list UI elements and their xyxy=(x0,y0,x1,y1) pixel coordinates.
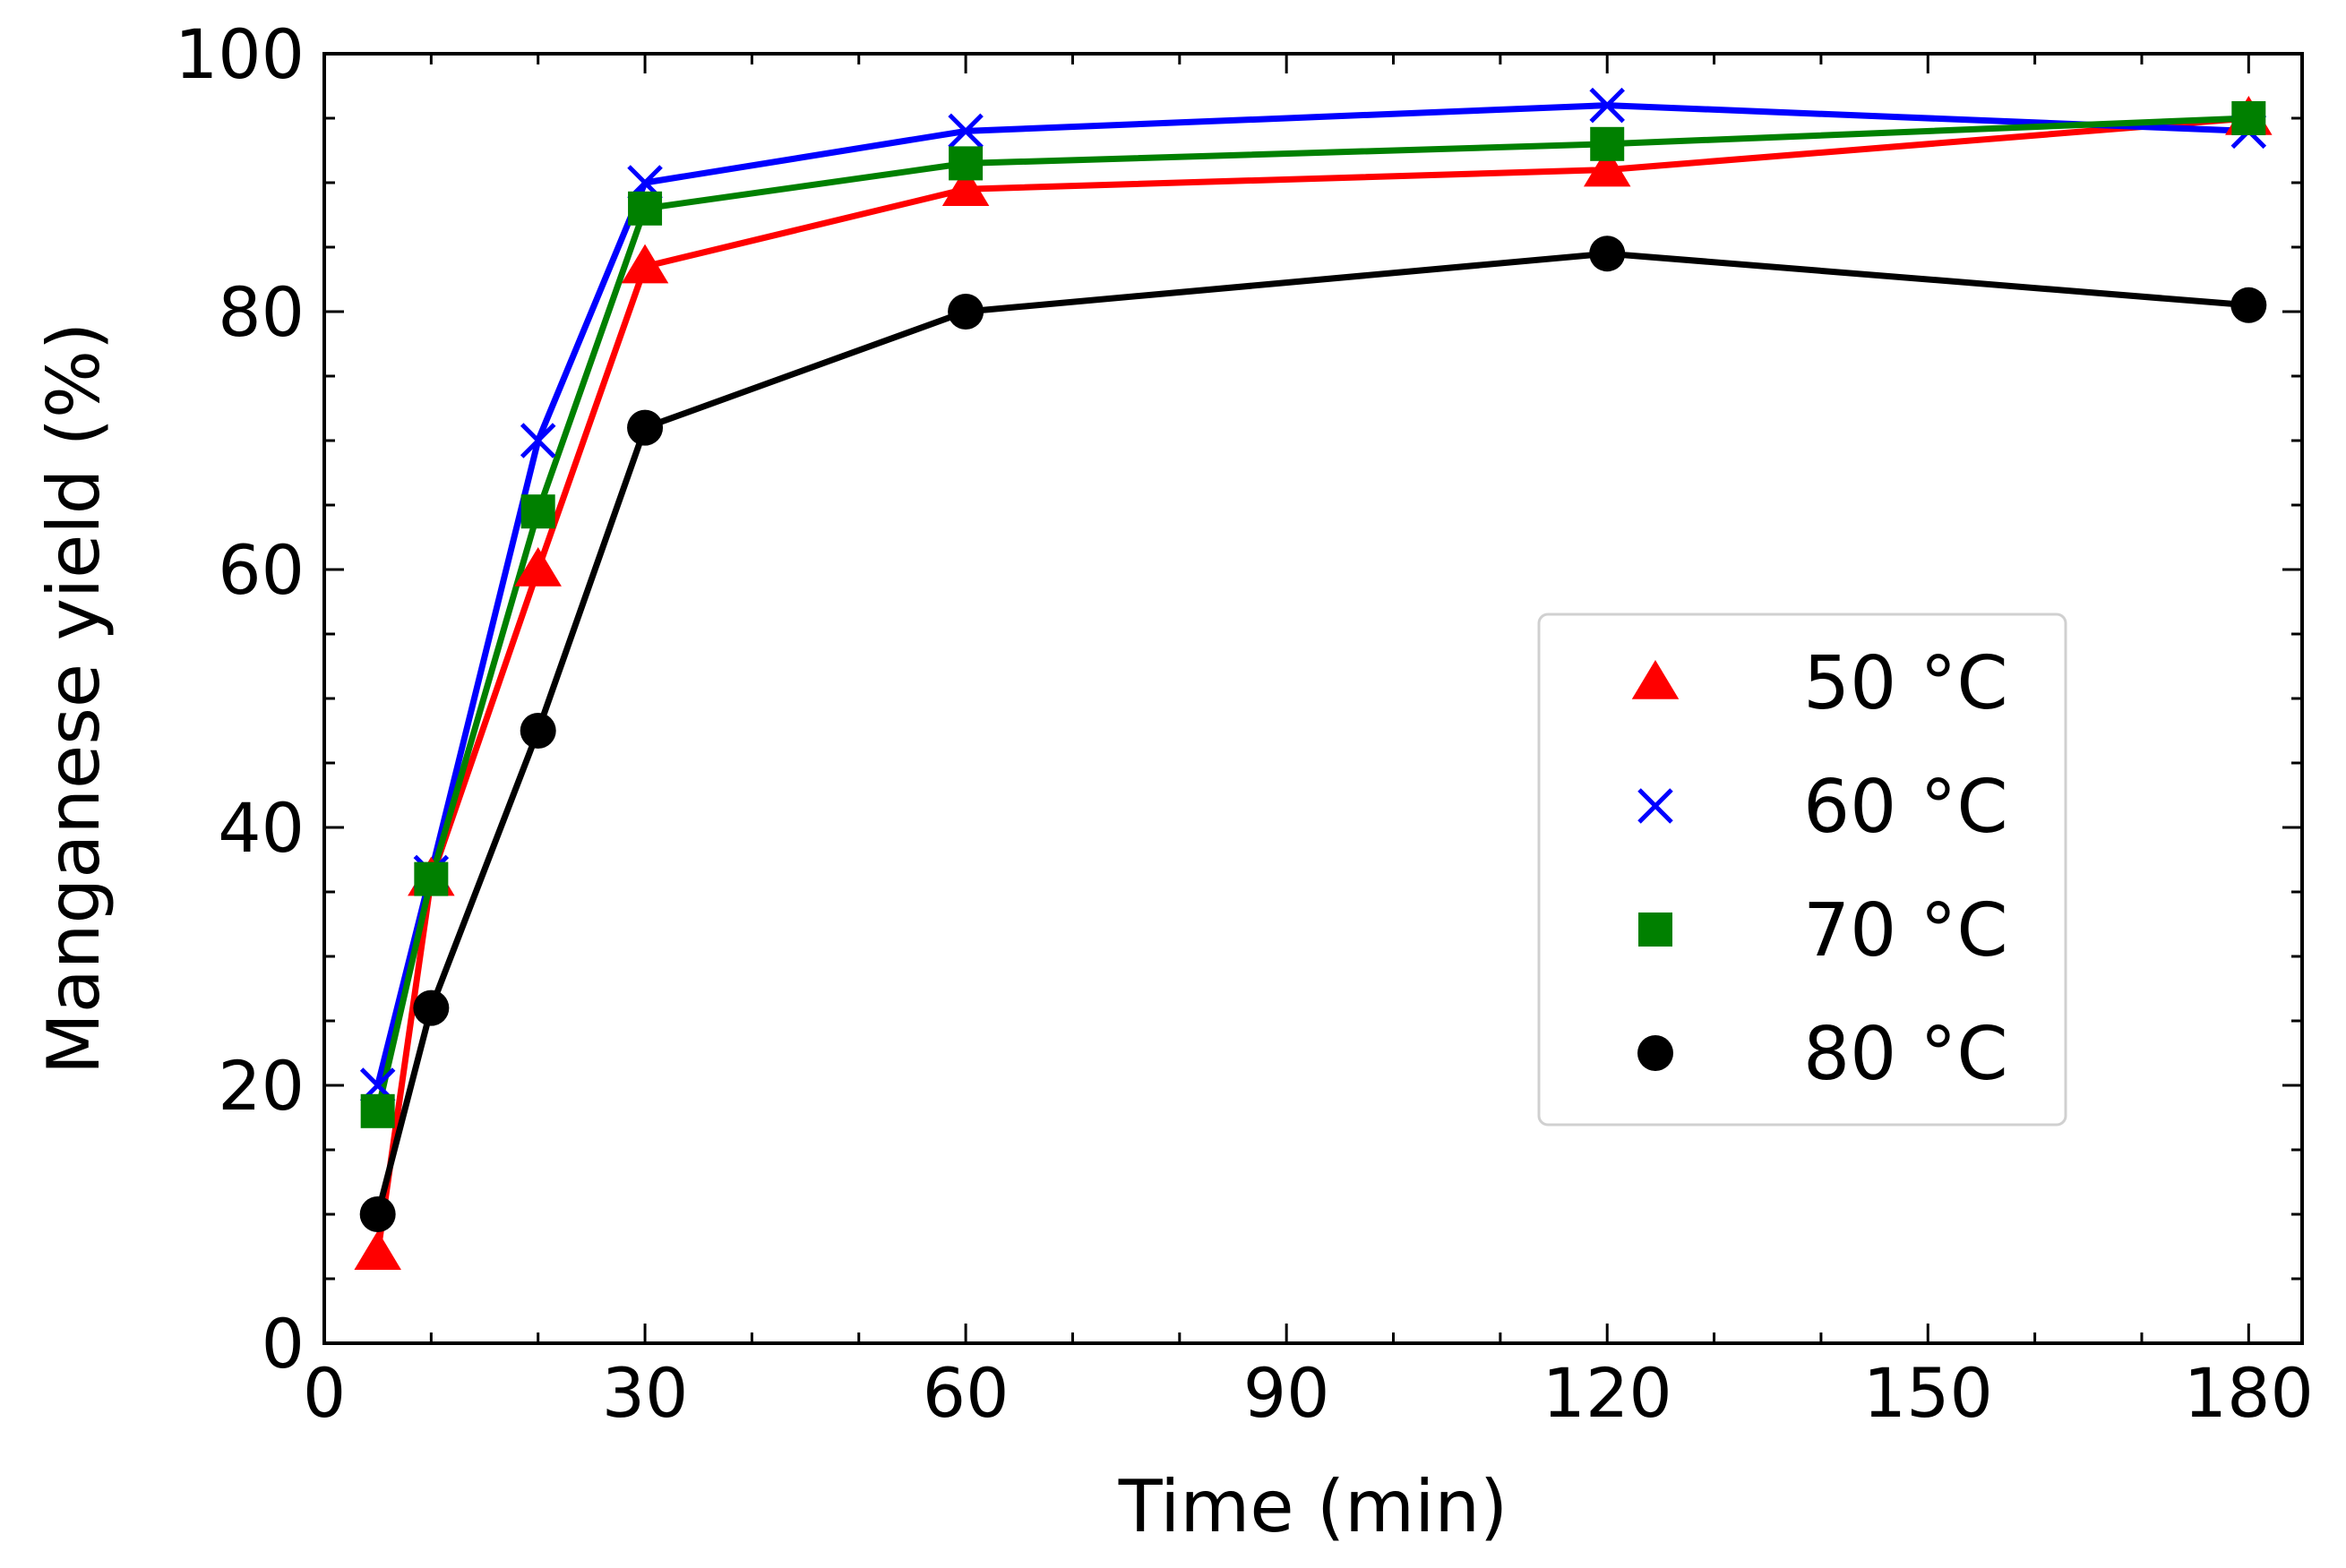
legend-marker-x xyxy=(1637,788,1673,824)
data-point-triangle xyxy=(621,244,669,284)
legend-box xyxy=(1537,613,2067,1127)
y-tick-label: 80 xyxy=(218,272,305,352)
y-axis-title: Manganese yield (%) xyxy=(32,322,116,1075)
data-point-square xyxy=(1590,126,1625,161)
x-tick-label: 60 xyxy=(923,1353,1010,1433)
legend-label: 50 °C xyxy=(1803,641,2008,726)
data-point-x-stroke xyxy=(520,423,556,458)
x-tick-label: 180 xyxy=(2184,1353,2314,1433)
data-point-square xyxy=(628,191,663,226)
x-tick-label: 90 xyxy=(1243,1353,1330,1433)
legend: 50 °C 60 °C 70 °C 80 °C xyxy=(1537,613,2067,1127)
data-point-square xyxy=(360,1093,395,1128)
legend-label: 70 °C xyxy=(1803,888,2008,973)
y-tick-label: 60 xyxy=(218,530,305,610)
data-point-circle xyxy=(948,294,984,330)
data-point-x xyxy=(1589,87,1625,124)
data-point-x-stroke xyxy=(1589,87,1625,124)
y-tick-label: 20 xyxy=(218,1046,305,1126)
data-point-triangle xyxy=(1583,147,1631,187)
legend-marker-triangle xyxy=(1631,660,1680,699)
data-point-triangle xyxy=(354,1230,401,1270)
x-tick-label: 120 xyxy=(1543,1353,1672,1433)
data-point-square xyxy=(520,494,555,529)
legend-marker-circle xyxy=(1637,1035,1673,1071)
x-tick-label: 0 xyxy=(303,1353,346,1433)
data-point-circle xyxy=(359,1196,396,1232)
legend-marker-x-stroke xyxy=(1637,788,1673,824)
data-point-triangle xyxy=(514,547,562,587)
legend-label: 60 °C xyxy=(1803,765,2008,850)
legend-label: 80 °C xyxy=(1803,1012,2008,1097)
data-point-circle xyxy=(2230,287,2267,323)
y-tick-label: 100 xyxy=(175,14,305,94)
data-point-circle xyxy=(413,990,450,1026)
y-tick-label: 40 xyxy=(218,788,305,868)
plot-frame xyxy=(322,52,2304,1345)
data-point-circle xyxy=(520,713,556,749)
data-point-x-stroke xyxy=(948,113,984,150)
data-point-circle xyxy=(627,409,664,446)
data-point-x xyxy=(520,423,556,458)
y-tick-label: 0 xyxy=(262,1304,305,1384)
x-tick-label: 150 xyxy=(1863,1353,1993,1433)
x-tick-label: 30 xyxy=(602,1353,689,1433)
legend-marker-square xyxy=(1638,913,1672,947)
data-point-square xyxy=(2231,101,2266,135)
labels-layer: 0 30 60 90 120 150 180 0 20 40 60 80 100 Time (min) Ma… xyxy=(32,14,2314,1548)
series-layer xyxy=(354,87,2273,1270)
data-point-square xyxy=(949,146,984,181)
data-point-triangle xyxy=(941,167,990,206)
data-point-square xyxy=(414,861,449,896)
data-point-x xyxy=(948,113,984,150)
data-point-circle xyxy=(1589,236,1626,272)
x-axis-title: Time (min) xyxy=(1118,1465,1508,1548)
